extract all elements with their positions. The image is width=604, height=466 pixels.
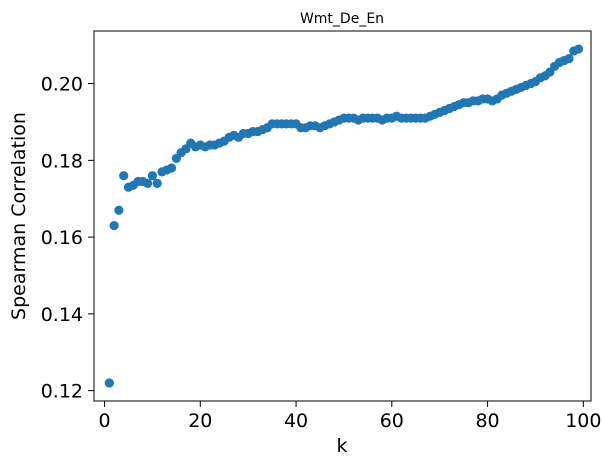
data-point <box>166 163 177 173</box>
plot-frame <box>93 30 592 402</box>
data-point <box>104 378 114 388</box>
data-point <box>114 205 124 215</box>
x-tick-label: 20 <box>188 410 212 432</box>
y-tick-label: 0.14 <box>41 304 83 326</box>
data-point <box>573 44 584 54</box>
y-tick-label: 0.16 <box>41 227 83 249</box>
data-point <box>147 171 158 181</box>
y-axis-label: Spearman Correlation <box>8 112 30 320</box>
data-point <box>152 178 162 188</box>
x-axis: 0 20 40 60 80 100 <box>98 401 601 432</box>
x-tick-label: 100 <box>565 410 601 432</box>
y-tick-label: 0.20 <box>41 74 83 96</box>
data-points <box>104 44 584 388</box>
y-tick-label: 0.12 <box>41 381 83 403</box>
data-point <box>119 171 129 181</box>
x-tick-label: 0 <box>98 410 110 432</box>
y-tick-label: 0.18 <box>41 150 83 172</box>
x-tick-label: 60 <box>380 410 404 432</box>
data-point <box>564 54 574 64</box>
x-tick-label: 40 <box>284 410 308 432</box>
x-tick-label: 80 <box>475 410 499 432</box>
x-axis-label: k <box>336 435 347 457</box>
data-point <box>143 178 153 188</box>
y-axis: 0.12 0.14 0.16 0.18 0.20 <box>41 74 94 403</box>
chart-title: Wmt_De_En <box>300 11 384 27</box>
data-point <box>109 221 119 231</box>
